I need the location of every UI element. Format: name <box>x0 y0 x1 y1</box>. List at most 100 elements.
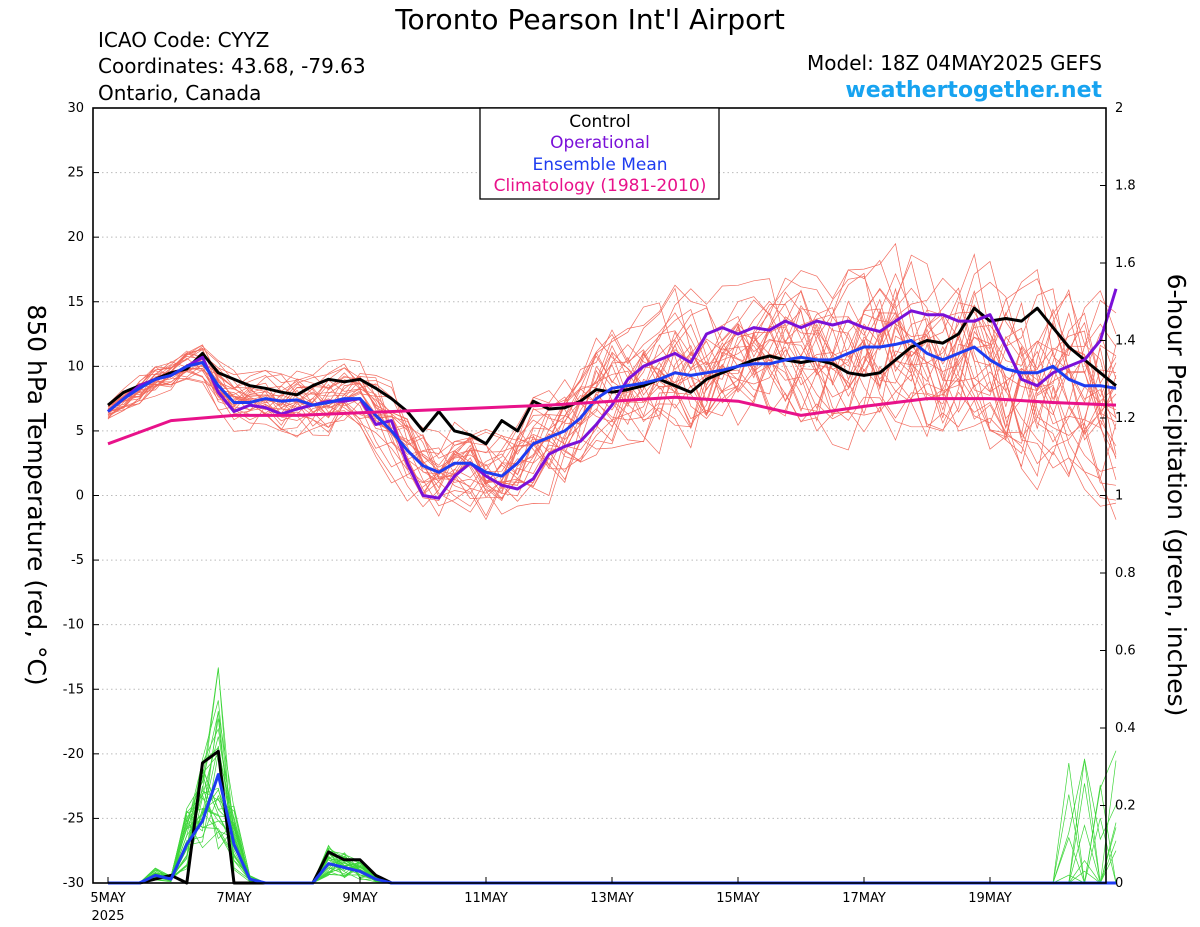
precip-member-line <box>108 745 1116 884</box>
temp-member-line <box>107 291 1117 483</box>
right-tick-label: 2 <box>1115 101 1123 116</box>
precip-member-line <box>108 700 1116 884</box>
precip-member-line <box>108 815 1117 884</box>
x-axis-ticks: 5MAY 7MAY 9MAY 11MAY 13MAY 15MAY 17MAY 19MAY 202… <box>90 877 1012 924</box>
plot-frame <box>92 107 1107 884</box>
x-tick-label: 11MAY <box>464 891 508 906</box>
right-axis-ticks: 2 1.8 1.6 1.4 1.2 1 0.8 0.6 0.4 0.2 0 <box>1100 101 1136 891</box>
legend: Control Operational Ensemble Mean Climat… <box>479 107 720 200</box>
left-tick-label: 30 <box>67 101 84 116</box>
precip-member-line <box>108 759 1116 884</box>
temp-member-line <box>107 260 1117 473</box>
temp-series-control <box>107 306 1117 446</box>
precip-member-line <box>108 819 1116 884</box>
left-tick-label: 0 <box>76 489 84 504</box>
temp-member-line <box>107 276 1117 494</box>
temp-member-line <box>107 260 1117 517</box>
left-tick-label: -15 <box>63 682 84 697</box>
right-tick-label: 1.8 <box>1115 179 1136 194</box>
left-tick-label: 20 <box>67 230 84 245</box>
icao-code: ICAO Code: CYYZ <box>98 28 269 52</box>
precip-member-line <box>108 774 1117 884</box>
legend-box <box>479 107 720 200</box>
precip-member-line <box>108 760 1117 884</box>
right-tick-label: 1 <box>1115 489 1123 504</box>
temp-member-line <box>107 254 1117 497</box>
right-tick-label: 0.2 <box>1115 799 1136 814</box>
temp-member-line <box>107 298 1117 496</box>
left-tick-label: -30 <box>63 876 84 891</box>
precip-ensemble-members <box>108 667 1117 884</box>
temp-member-line <box>107 311 1117 476</box>
temp-member-line <box>107 317 1117 501</box>
coordinates: Coordinates: 43.68, -79.63 <box>98 54 366 78</box>
left-tick-label: -5 <box>71 553 84 568</box>
left-axis-ticks: 30 25 20 15 10 5 0 -5 -10 -15 -20 -25 -30 <box>63 101 99 891</box>
precip-member-line <box>108 712 1116 884</box>
left-tick-label: 10 <box>67 359 84 374</box>
left-tick-label: -20 <box>63 747 84 762</box>
left-tick-label: -10 <box>63 618 84 633</box>
model-run: Model: 18Z 04MAY2025 GEFS <box>807 51 1102 75</box>
precip-member-line <box>108 727 1116 884</box>
temp-member-line <box>107 307 1117 494</box>
chart-title: Toronto Pearson Int'l Airport <box>394 3 785 36</box>
right-axis-label: 6-hour Precipitation (green, inches) <box>1162 274 1191 717</box>
precip-member-line <box>108 810 1116 884</box>
right-tick-label: 1.4 <box>1115 334 1136 349</box>
x-tick-label: 15MAY <box>716 891 760 906</box>
precip-member-line <box>108 667 1116 884</box>
left-tick-label: 15 <box>67 295 84 310</box>
precip-member-line <box>108 668 1117 884</box>
right-tick-label: 0.8 <box>1115 566 1136 581</box>
precip-member-line <box>108 736 1117 884</box>
left-axis-label: 850 hPa Temperature (red, °C) <box>22 304 51 685</box>
x-tick-label: 7MAY <box>216 891 251 906</box>
left-tick-label: -25 <box>63 811 84 826</box>
temp-member-line <box>107 287 1117 475</box>
precip-series-control <box>108 749 1116 885</box>
temp-member-line <box>107 291 1117 485</box>
precip-series-ensemble-mean <box>108 773 1116 885</box>
precip-member-line <box>108 797 1116 884</box>
right-tick-label: 1.2 <box>1115 411 1136 426</box>
x-tick-label: 9MAY <box>342 891 377 906</box>
precip-member-line <box>108 763 1116 884</box>
precip-member-line <box>108 811 1117 884</box>
precip-member-line <box>108 710 1116 884</box>
precip-member-line <box>108 747 1116 884</box>
x-tick-label: 5MAY <box>90 891 125 906</box>
temp-member-line <box>107 268 1117 469</box>
precip-member-line <box>108 808 1116 884</box>
precip-member-line <box>108 785 1117 884</box>
legend-climatology: Climatology (1981-2010) <box>494 176 707 196</box>
precip-member-line <box>108 807 1116 884</box>
left-tick-label: 25 <box>67 166 84 181</box>
precip-member-line <box>108 718 1117 884</box>
temp-series-operational <box>107 288 1118 500</box>
x-tick-label: 13MAY <box>590 891 634 906</box>
temp-series-climatology-1981-2010 <box>107 395 1117 446</box>
right-tick-label: 0 <box>1115 876 1123 891</box>
x-tick-label: 17MAY <box>842 891 886 906</box>
temperature-ensemble-members <box>107 242 1117 521</box>
right-tick-label: 0.4 <box>1115 721 1136 736</box>
website-link[interactable]: weathertogether.net <box>845 78 1102 103</box>
left-tick-label: 5 <box>76 424 84 439</box>
precip-member-line <box>108 793 1116 884</box>
precip-member-line <box>108 798 1116 884</box>
legend-operational: Operational <box>550 133 650 153</box>
right-tick-label: 1.6 <box>1115 256 1136 271</box>
region: Ontario, Canada <box>98 81 261 105</box>
x-tick-label: 19MAY <box>968 891 1012 906</box>
precip-member-line <box>108 750 1117 884</box>
legend-ensemble-mean: Ensemble Mean <box>532 155 667 175</box>
precip-member-line <box>108 766 1116 884</box>
x-year-label: 2025 <box>91 909 124 924</box>
grid <box>93 172 1106 819</box>
precip-member-line <box>108 789 1116 884</box>
precip-member-line <box>108 787 1116 884</box>
temp-series-ensemble-mean <box>107 339 1117 478</box>
legend-control: Control <box>569 112 630 132</box>
